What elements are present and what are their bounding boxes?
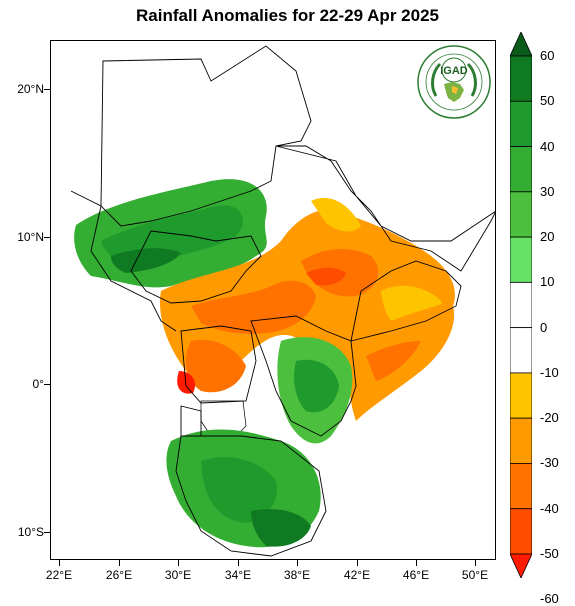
lon-label-22e: 22°E xyxy=(45,568,73,582)
colorbar-bin xyxy=(509,55,533,102)
lon-label-46e: 46°E xyxy=(402,568,430,582)
map-title: Rainfall Anomalies for 22-29 Apr 2025 xyxy=(136,6,439,25)
lat-label-20n: 20°N xyxy=(17,82,44,96)
lon-tick xyxy=(178,560,179,566)
lat-tick xyxy=(44,89,50,90)
lon-tick xyxy=(119,560,120,566)
lon-tick xyxy=(59,560,60,566)
lat-label-10s: 10°S xyxy=(17,525,44,539)
lon-tick xyxy=(475,560,476,566)
colorbar-bin xyxy=(509,463,533,510)
lon-tick xyxy=(238,560,239,566)
colorbar xyxy=(509,31,533,579)
lon-label-50e: 50°E xyxy=(461,568,489,582)
lon-label-42e: 42°E xyxy=(343,568,371,582)
colorbar-label: 40 xyxy=(540,138,555,154)
colorbar-bin xyxy=(509,236,533,283)
colorbar-label: -20 xyxy=(540,410,559,426)
igad-logo: IGAD xyxy=(416,44,492,120)
country-borders xyxy=(70,45,495,557)
colorbar-label: -40 xyxy=(540,500,559,516)
colorbar-label: 50 xyxy=(540,93,555,109)
colorbar-label: 0 xyxy=(540,319,548,335)
lon-label-30e: 30°E xyxy=(164,568,192,582)
colorbar-top-arrow xyxy=(509,31,533,57)
lon-label-34e: 34°E xyxy=(224,568,252,582)
colorbar-label: -50 xyxy=(540,546,559,561)
colorbar-label: 30 xyxy=(540,183,555,199)
lat-label-10n: 10°N xyxy=(17,230,44,244)
lon-tick xyxy=(416,560,417,566)
colorbar-label: -10 xyxy=(540,364,559,380)
lon-label-26e: 26°E xyxy=(105,568,133,582)
lat-tick xyxy=(44,237,50,238)
rainfall-anomaly-map xyxy=(50,40,496,560)
lat-label-0: 0° xyxy=(32,377,44,391)
lon-tick xyxy=(297,560,298,566)
colorbar-label: -60 xyxy=(540,591,559,606)
colorbar-label: -30 xyxy=(540,455,559,471)
colorbar-bin xyxy=(509,417,533,464)
colorbar-label: 60 xyxy=(540,48,555,63)
lon-label-38e: 38°E xyxy=(283,568,311,582)
colorbar-bin xyxy=(509,100,533,147)
colorbar-bin xyxy=(509,146,533,193)
colorbar-label: 20 xyxy=(540,229,555,245)
colorbar-bin xyxy=(509,191,533,238)
colorbar-bin xyxy=(509,508,533,555)
svg-text:IGAD: IGAD xyxy=(440,65,468,77)
colorbar-bin xyxy=(509,281,533,329)
colorbar-label: 10 xyxy=(540,274,555,290)
colorbar-bin xyxy=(509,327,533,374)
colorbar-bottom-arrow xyxy=(509,553,533,579)
lat-tick xyxy=(44,532,50,533)
lon-tick xyxy=(357,560,358,566)
colorbar-bin xyxy=(509,372,533,419)
lat-tick xyxy=(44,384,50,385)
